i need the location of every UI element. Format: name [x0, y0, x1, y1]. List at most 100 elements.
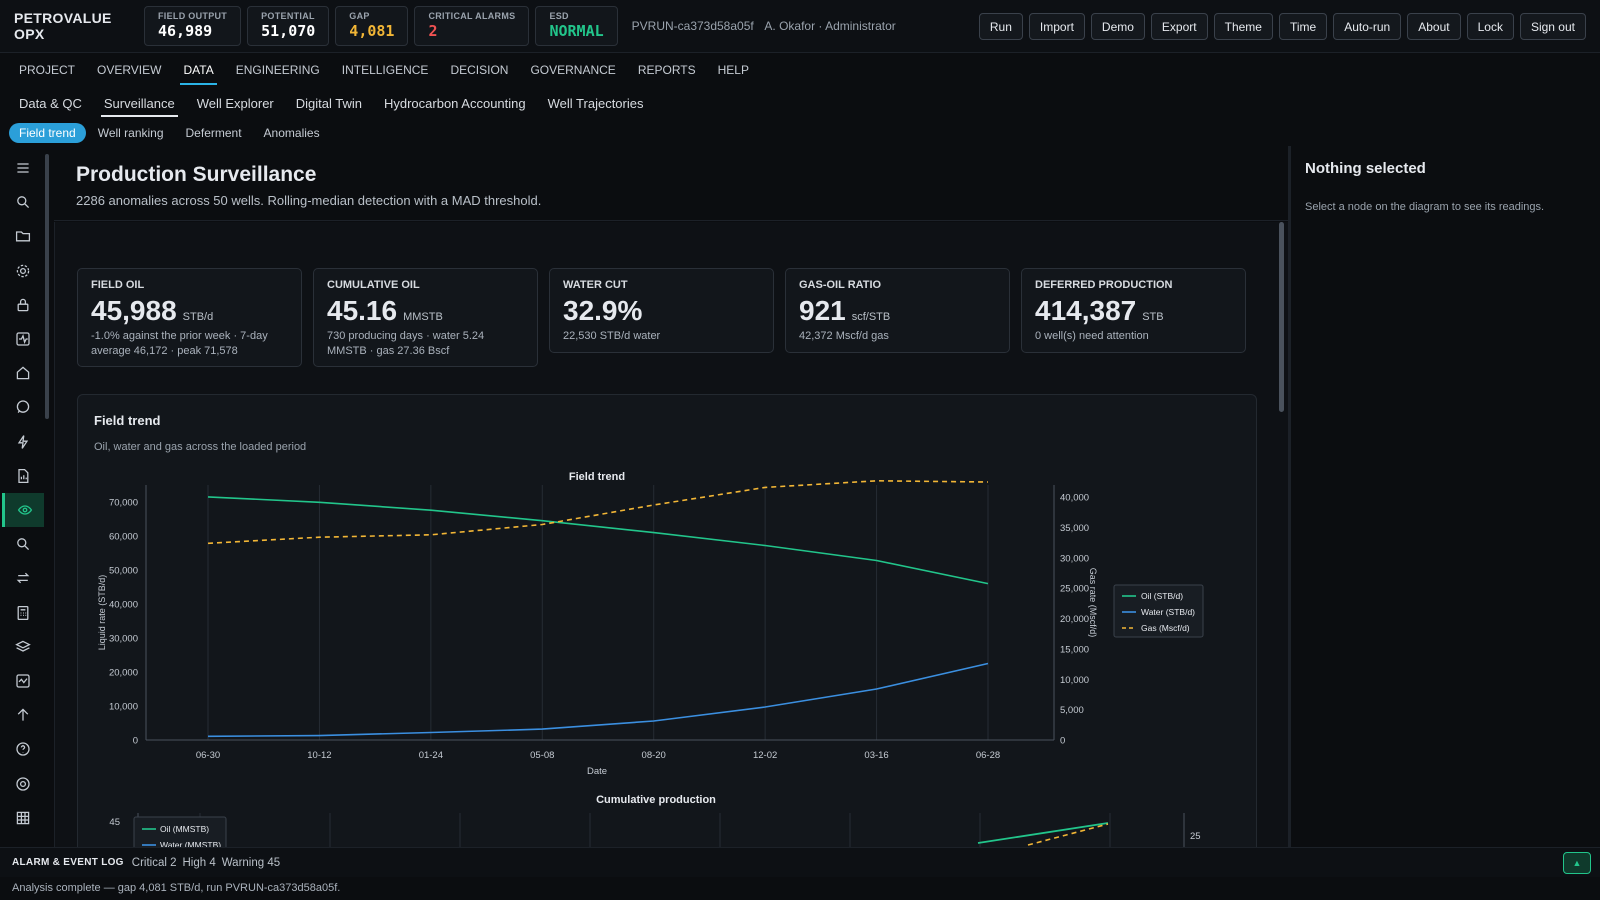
lock-icon[interactable] [2, 288, 44, 322]
trend-card-title: Field trend [94, 413, 161, 428]
tab-well-explorer[interactable]: Well Explorer [196, 95, 274, 111]
gear-icon[interactable] [2, 254, 44, 288]
calculator-icon[interactable] [2, 596, 44, 630]
y-tick-label: 70,000 [109, 498, 138, 509]
pill-anomalies[interactable]: Anomalies [263, 126, 320, 140]
y2-tick-label: 5,000 [1060, 705, 1084, 716]
y-tick-label: 20,000 [109, 668, 138, 679]
side-rail-scrollbar[interactable] [45, 154, 49, 419]
chat-icon[interactable] [2, 390, 44, 424]
kpi-card-value: 414,387 [1035, 295, 1137, 326]
activity-icon[interactable] [2, 322, 44, 356]
top-buttons: Run Import Demo Export Theme Time Auto-run Abou… [978, 13, 1586, 40]
kpi-card-cumulative-oil: CUMULATIVE OIL 45.16 MMSTB 730 producing da… [313, 268, 538, 367]
nav-intelligence[interactable]: INTELLIGENCE [341, 63, 429, 77]
nav-overview[interactable]: OVERVIEW [97, 63, 162, 77]
x-tick-label: 05-08 [530, 750, 554, 761]
kpi-cards: FIELD OIL 45,988 STB/d -1.0% against the pr… [77, 268, 1246, 367]
chart2-series-line-oil [977, 822, 1109, 844]
alarm-warning-count: Warning 45 [221, 856, 281, 869]
y2-tick-label: 10,000 [1060, 675, 1089, 686]
kpi-card-title: CUMULATIVE OIL [327, 279, 420, 291]
x-tick-label: 10-12 [307, 750, 331, 761]
pulse-icon-glyph [16, 674, 30, 688]
about-button[interactable]: About [1407, 13, 1461, 40]
chart2-legend-label: Water (MMSTB) [160, 840, 221, 847]
tab-digital-twin[interactable]: Digital Twin [295, 95, 362, 111]
layers-icon[interactable] [2, 630, 44, 664]
y2-tick-label: 0 [1060, 736, 1065, 747]
content-scrollbar[interactable] [1279, 222, 1284, 412]
help-icon[interactable] [2, 732, 44, 766]
tab-well-trajectories[interactable]: Well Trajectories [547, 95, 644, 111]
search-icon-glyph [17, 196, 30, 209]
home-icon[interactable] [2, 356, 44, 390]
time-button[interactable]: Time [1278, 13, 1328, 40]
x-tick-label: 06-30 [196, 750, 220, 761]
bolt-icon-glyph [17, 434, 29, 449]
tab-hydrocarbon-accounting[interactable]: Hydrocarbon Accounting [383, 95, 526, 111]
x-tick-label: 12-02 [753, 750, 777, 761]
kpi-card-detail: 42,372 Mscf/d gas [799, 330, 889, 342]
chart2-y2-tick-label: 25 [1190, 831, 1201, 842]
nav-project[interactable]: PROJECT [19, 63, 76, 77]
auto-run-button[interactable]: Auto-run [1333, 13, 1402, 40]
kpi-card-unit: STB [1142, 311, 1164, 323]
tab-surveillance[interactable]: Surveillance [93, 87, 186, 119]
y-tick-label: 30,000 [109, 634, 138, 645]
arrow-up-icon[interactable] [2, 698, 44, 732]
tab-data-qc[interactable]: Data & QC [19, 95, 82, 111]
menu-icon[interactable] [2, 151, 44, 185]
header-kpi-label: CRITICAL ALARMS [428, 11, 516, 21]
run-button[interactable]: Run [978, 13, 1023, 40]
nav-engineering[interactable]: ENGINEERING [235, 63, 320, 77]
kpi-card-unit: scf/STB [851, 311, 891, 323]
activity-icon-glyph [16, 332, 30, 346]
alarm-log-bar[interactable]: ALARM & EVENT LOG Critical 2 High 4 Warn… [0, 847, 1600, 877]
chart2-legend [133, 816, 227, 847]
kpi-card-title: WATER CUT [563, 279, 628, 291]
nav-reports[interactable]: REPORTS [637, 63, 696, 77]
x-axis-label: Date [587, 766, 607, 777]
pulse-icon[interactable] [2, 664, 44, 698]
kpi-card-value: 32.9% [563, 295, 643, 326]
kpi-card-title: FIELD OIL [91, 279, 145, 291]
app-title: PETROVALUE OPX [14, 10, 112, 42]
legend-label: Oil (STB/d) [1141, 591, 1183, 601]
header-kpi-value: 46,989 [158, 22, 213, 40]
lock-button[interactable]: Lock [1466, 13, 1514, 40]
y2-tick-label: 40,000 [1060, 493, 1089, 504]
chart2-y-tick-label: 45 [109, 817, 120, 828]
header-kpi-value: 2 [428, 22, 438, 40]
pill-deferment[interactable]: Deferment [185, 126, 242, 140]
header-kpi-field-output: FIELD OUTPUT 46,989 [144, 6, 242, 46]
search-icon[interactable] [2, 527, 44, 561]
grid-icon-glyph [16, 811, 30, 825]
import-button[interactable]: Import [1028, 13, 1085, 40]
pill-field-trend[interactable]: Field trend [9, 123, 86, 143]
folder-icon[interactable] [2, 219, 44, 253]
kpi-card-title: GAS-OIL RATIO [799, 279, 882, 291]
grid-icon[interactable] [2, 801, 44, 835]
eye-icon[interactable] [2, 493, 44, 527]
chevron-up-icon[interactable]: ▲ [1563, 852, 1591, 874]
target-icon[interactable] [2, 767, 44, 801]
nav-help[interactable]: HELP [717, 63, 749, 77]
search-icon[interactable] [2, 185, 44, 219]
theme-button[interactable]: Theme [1213, 13, 1273, 40]
report-icon[interactable] [2, 459, 44, 493]
demo-button[interactable]: Demo [1090, 13, 1145, 40]
nav-data[interactable]: DATA [172, 53, 224, 87]
folder-icon-glyph [15, 231, 31, 242]
kpi-card-detail: 0 well(s) need attention [1035, 330, 1149, 342]
bolt-icon[interactable] [2, 425, 44, 459]
pill-well-ranking[interactable]: Well ranking [97, 126, 164, 140]
sign-out-button[interactable]: Sign out [1519, 13, 1586, 40]
nav-decision[interactable]: DECISION [450, 63, 509, 77]
top-bar: PETROVALUE OPX FIELD OUTPUT 46,989 POTENTI… [0, 0, 1600, 53]
swap-icon-glyph [16, 573, 30, 584]
swap-icon[interactable] [2, 561, 44, 595]
export-button[interactable]: Export [1150, 13, 1208, 40]
chart-legend [1113, 584, 1204, 638]
nav-governance[interactable]: GOVERNANCE [530, 63, 616, 77]
